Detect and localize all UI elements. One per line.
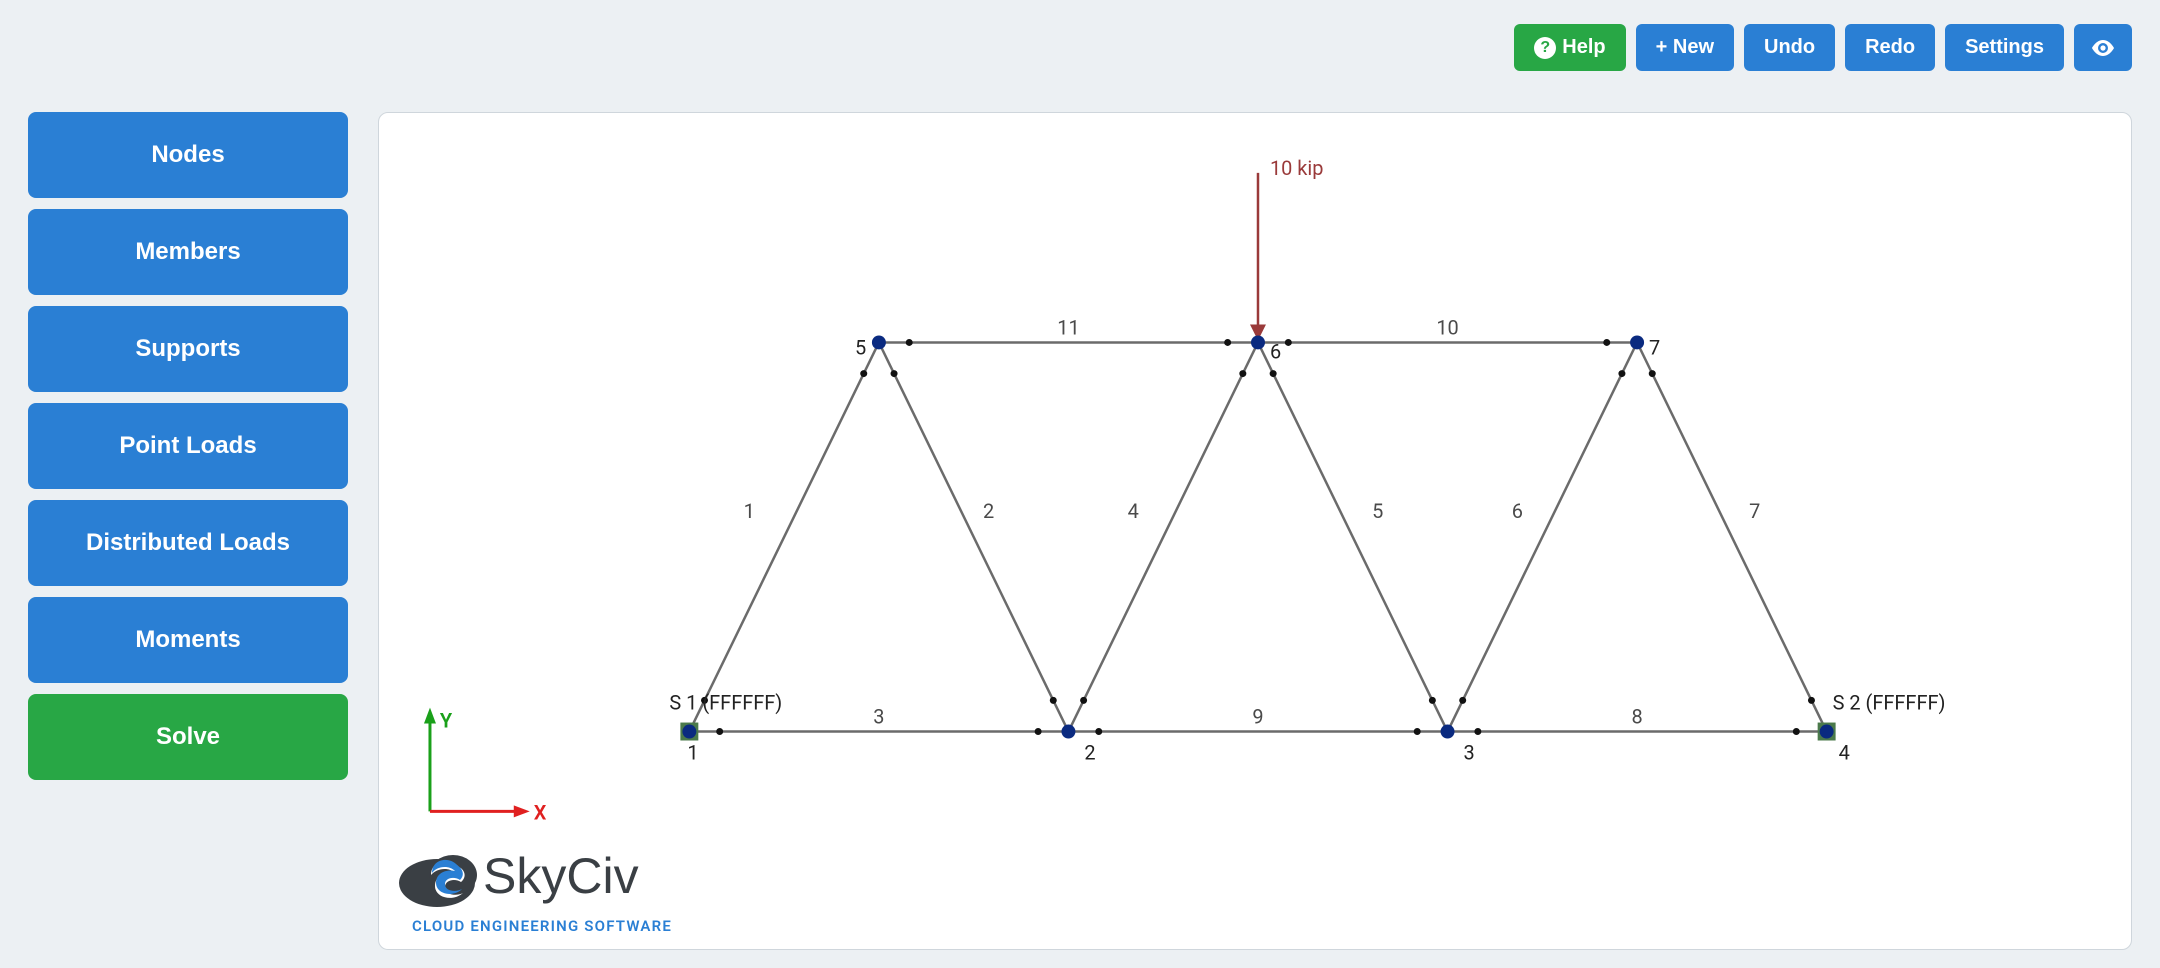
axis-indicator: Y X (424, 708, 547, 825)
support-label-S1: S 1 (FFFFFF) (669, 691, 782, 715)
member-label-3: 3 (873, 705, 884, 729)
visibility-button[interactable] (2074, 24, 2132, 71)
truss-diagram: 1 2 3 4 5 6 7 8 9 10 11 10 kip S 1 (FFFFFF) S 2 (FFFF… (669, 156, 1945, 765)
node-2[interactable] (1061, 725, 1075, 739)
new-button[interactable]: + New (1636, 24, 1734, 71)
node-label-2: 2 (1084, 740, 1095, 764)
structure-canvas[interactable]: Y X 1 2 3 4 5 6 7 8 9 10 11 10 kip S 1 (FFFFFF) S 2 (… (379, 113, 2131, 949)
node-5[interactable] (872, 335, 886, 349)
sidebar-moments[interactable]: Moments (28, 597, 348, 683)
node-label-1: 1 (687, 740, 698, 764)
axis-x-label: X (534, 800, 547, 824)
settings-label: Settings (1965, 36, 2044, 59)
node-label-3: 3 (1464, 740, 1475, 764)
help-label: Help (1562, 36, 1605, 59)
member-label-4: 4 (1128, 499, 1139, 523)
node-7[interactable] (1630, 335, 1644, 349)
undo-button[interactable]: Undo (1744, 24, 1835, 71)
new-label: + New (1656, 36, 1714, 59)
node-1[interactable] (682, 725, 696, 739)
eye-icon (2090, 38, 2116, 58)
node-label-4: 4 (1839, 740, 1850, 764)
member-label-6: 6 (1512, 499, 1523, 523)
logo-tagline: CLOUD ENGINEERING SOFTWARE (397, 917, 687, 935)
member-label-7: 7 (1749, 499, 1760, 523)
node-label-5: 5 (855, 335, 866, 359)
member-label-2: 2 (983, 499, 994, 523)
sidebar-supports[interactable]: Supports (28, 306, 348, 392)
sidebar-distributed-loads[interactable]: Distributed Loads (28, 500, 348, 586)
canvas-panel[interactable]: Y X 1 2 3 4 5 6 7 8 9 10 11 10 kip S 1 (FFFFFF) S 2 (… (378, 112, 2132, 950)
member-label-8: 8 (1631, 705, 1642, 729)
node-label-6: 6 (1270, 339, 1281, 363)
help-button[interactable]: ? Help (1514, 24, 1625, 71)
sidebar: Nodes Members Supports Point Loads Distr… (28, 112, 348, 780)
logo-text: SkyCiv (483, 848, 639, 904)
member-label-10: 10 (1436, 315, 1458, 339)
member-6[interactable] (1448, 342, 1638, 731)
undo-label: Undo (1764, 36, 1815, 59)
node-4[interactable] (1820, 725, 1834, 739)
member-5[interactable] (1258, 342, 1448, 731)
member-4[interactable] (1068, 342, 1258, 731)
member-7[interactable] (1637, 342, 1827, 731)
sidebar-solve[interactable]: Solve (28, 694, 348, 780)
topbar: ? Help + New Undo Redo Settings (1514, 24, 2132, 71)
node-3[interactable] (1441, 725, 1455, 739)
help-icon: ? (1534, 37, 1556, 59)
member-label-9: 9 (1252, 705, 1263, 729)
sidebar-point-loads[interactable]: Point Loads (28, 403, 348, 489)
logo-mark: SkyCiv (397, 835, 687, 917)
sidebar-nodes[interactable]: Nodes (28, 112, 348, 198)
settings-button[interactable]: Settings (1945, 24, 2064, 71)
axis-y-label: Y (440, 709, 453, 733)
sidebar-members[interactable]: Members (28, 209, 348, 295)
skyciv-logo: SkyCiv CLOUD ENGINEERING SOFTWARE (397, 835, 687, 935)
node-label-7: 7 (1649, 335, 1660, 359)
member-2[interactable] (879, 342, 1069, 731)
member-label-1: 1 (744, 499, 755, 523)
redo-label: Redo (1865, 36, 1915, 59)
member-label-5: 5 (1372, 499, 1383, 523)
load-label-0: 10 kip (1270, 156, 1324, 180)
support-label-S2: S 2 (FFFFFF) (1833, 691, 1946, 715)
node-6[interactable] (1251, 335, 1265, 349)
redo-button[interactable]: Redo (1845, 24, 1935, 71)
member-1[interactable] (689, 342, 879, 731)
member-label-11: 11 (1057, 315, 1079, 339)
